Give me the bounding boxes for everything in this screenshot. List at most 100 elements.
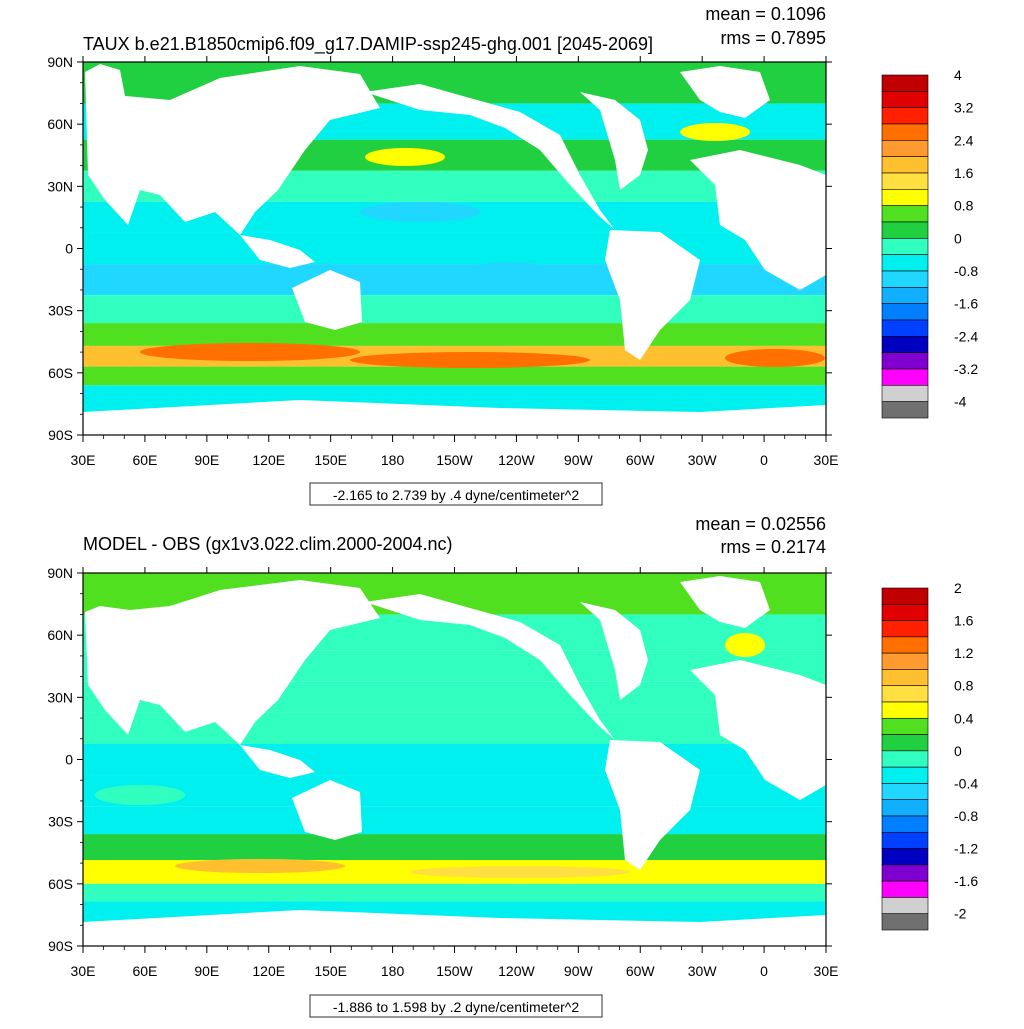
y-tick-label: 60S <box>48 365 73 381</box>
x-tick-label: 150E <box>314 963 347 979</box>
y-tick-label: 60S <box>48 876 73 892</box>
field-max-north-pacific <box>365 148 445 166</box>
panel-model-minus-obs: MODEL - OBS (gx1v3.022.clim.2000-2004.nc… <box>47 514 978 1018</box>
x-tick-label: 150W <box>436 963 473 979</box>
field-min-indian <box>125 272 205 292</box>
x-tick-label: 0 <box>760 452 768 468</box>
colorbar-label: 0 <box>954 230 962 246</box>
colorbar-swatch <box>881 91 929 108</box>
panel-title: MODEL - OBS (gx1v3.022.clim.2000-2004.nc… <box>83 534 453 554</box>
colorbar-swatch <box>881 652 929 670</box>
colorbar-label: -1.6 <box>954 873 978 889</box>
colorbar-swatch <box>881 270 929 288</box>
panel-title: TAUX b.e21.B1850cmip6.f09_g17.DAMIP-ssp2… <box>83 34 653 55</box>
field-band <box>83 775 826 807</box>
x-tick-label: 90E <box>194 963 219 979</box>
field-band <box>83 264 826 296</box>
colorbar-swatch <box>881 172 929 190</box>
x-tick-label: 30E <box>814 963 839 979</box>
x-tick-label: 180 <box>381 963 405 979</box>
colorbar-label: 0.4 <box>954 710 974 726</box>
x-tick-label: 90W <box>564 452 594 468</box>
colorbar-swatch <box>881 636 929 654</box>
colorbar-swatch <box>881 352 929 370</box>
field-max-north-atlantic <box>680 123 750 141</box>
colorbar-swatch <box>881 880 929 898</box>
colorbar-label: 1.6 <box>954 165 974 181</box>
colorbar-label: -0.8 <box>954 263 978 279</box>
colorbar-label: -1.2 <box>954 841 978 857</box>
y-tick-label: 0 <box>65 241 73 257</box>
colorbar-label: -4 <box>954 394 967 410</box>
range-note: -1.886 to 1.598 by .2 dyne/centimeter^2 <box>333 999 579 1015</box>
y-tick-label: 60N <box>47 116 73 132</box>
field-band <box>83 366 826 386</box>
mean-label: mean = 0.02556 <box>695 514 826 534</box>
y-axis: 90N 60N 30N 0 30S 60S 90S <box>47 54 832 443</box>
colorbar-swatch <box>881 205 929 223</box>
y-tick-label: 30N <box>47 178 73 194</box>
x-tick-label: 0 <box>760 963 768 979</box>
field-max-north-atlantic <box>725 633 765 657</box>
field-max-southern-ocean-a <box>140 343 360 361</box>
colorbar-swatch <box>881 140 929 157</box>
y-tick-label: 60N <box>47 627 73 643</box>
field-max-southern-ocean-a <box>175 859 345 873</box>
colorbar-label: 0.8 <box>954 678 974 694</box>
x-tick-label: 120W <box>498 452 535 468</box>
mean-label: mean = 0.1096 <box>705 4 826 24</box>
colorbar-swatch <box>881 189 929 206</box>
colorbar-swatch <box>881 685 929 703</box>
colorbar-label: 1.6 <box>954 613 974 629</box>
colorbar-label: -2.4 <box>954 328 978 344</box>
field-min-tropical-pacific <box>360 202 480 222</box>
colorbar-swatch <box>881 913 929 931</box>
continents <box>83 64 826 435</box>
colorbar-swatch <box>881 734 929 752</box>
colorbar-swatch <box>881 254 929 272</box>
colorbar-label: 2.4 <box>954 132 974 148</box>
x-axis: 30E 60E 90E 120E 150E 180 150W 120W 90W 60W 30W 0 30… <box>71 56 839 468</box>
x-tick-label: 120E <box>252 452 285 468</box>
colorbar-label: 2 <box>954 580 962 596</box>
colorbar-swatch <box>881 620 929 638</box>
y-tick-label: 30S <box>48 303 73 319</box>
colorbar-swatch <box>881 897 929 915</box>
colorbar-swatch <box>881 603 929 621</box>
y-axis: 90N 60N 30N 0 30S 60S 90S <box>47 565 832 954</box>
field-min-south-pacific <box>465 262 555 282</box>
field-max-southern-ocean-b <box>410 866 630 878</box>
colorbar-label: 4 <box>954 67 962 83</box>
colorbar-label: -1.6 <box>954 296 978 312</box>
field-band <box>83 323 826 346</box>
x-tick-label: 120W <box>498 963 535 979</box>
x-tick-label: 60W <box>626 452 656 468</box>
map-field <box>83 573 826 946</box>
map-field <box>83 62 826 435</box>
x-tick-label: 30E <box>814 452 839 468</box>
x-tick-label: 150W <box>436 452 473 468</box>
colorbar-swatch <box>881 831 929 849</box>
colorbar-swatch <box>881 783 929 801</box>
range-note-box <box>309 482 603 506</box>
x-tick-label: 60E <box>132 963 157 979</box>
colorbar-swatch <box>881 717 929 735</box>
field-band <box>83 232 826 265</box>
colorbar-swatch <box>881 401 929 419</box>
colorbar-swatch <box>881 701 929 719</box>
colorbar-label: -2 <box>954 906 967 922</box>
colorbar-swatch <box>881 221 929 239</box>
colorbar: 4 3.2 2.4 1.6 0.8 0 -0.8 -1.6 -2.4 -3.2 -4 <box>881 67 978 419</box>
field-max-southern-ocean-b <box>350 352 590 368</box>
x-tick-label: 30W <box>688 963 718 979</box>
colorbar-swatch <box>881 750 929 768</box>
x-tick-label: 30W <box>688 452 718 468</box>
colorbar-label: -0.4 <box>954 775 978 791</box>
panel-taux: TAUX b.e21.B1850cmip6.f09_g17.DAMIP-ssp2… <box>47 4 978 506</box>
colorbar-swatch <box>881 156 929 174</box>
y-tick-label: 0 <box>65 752 73 768</box>
x-tick-label: 90W <box>564 963 594 979</box>
x-tick-label: 30E <box>71 963 96 979</box>
